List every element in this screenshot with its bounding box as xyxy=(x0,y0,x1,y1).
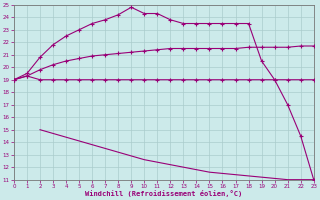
X-axis label: Windchill (Refroidissement éolien,°C): Windchill (Refroidissement éolien,°C) xyxy=(85,190,243,197)
